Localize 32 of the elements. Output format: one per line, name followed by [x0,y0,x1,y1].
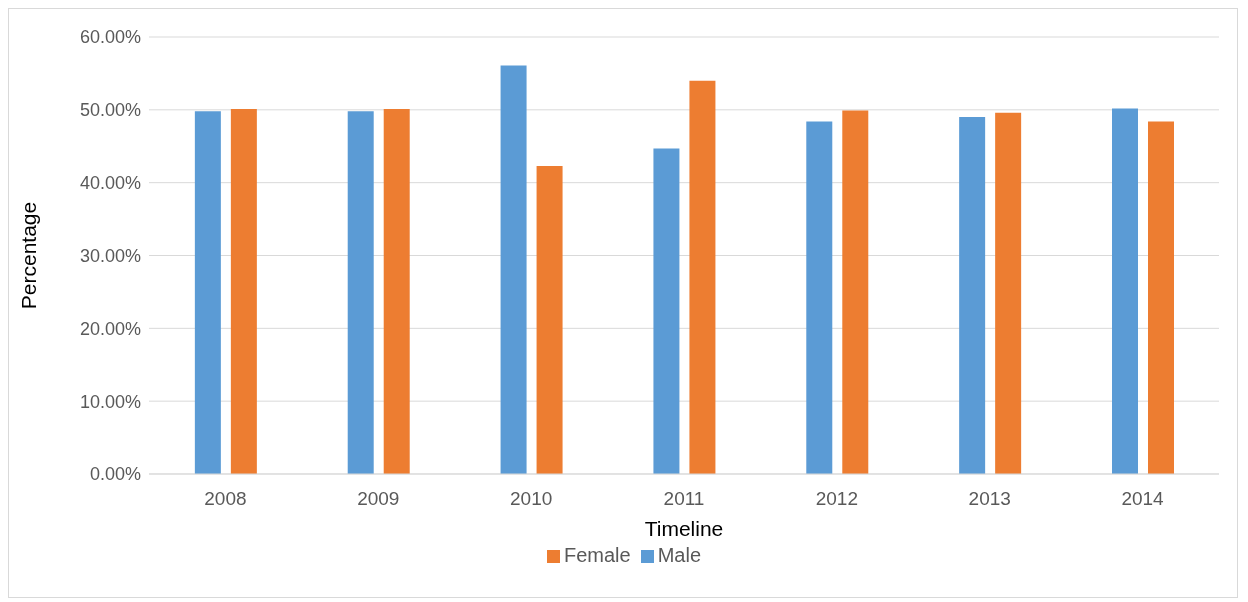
x-tick-label: 2012 [815,488,858,510]
x-tick-label: 2011 [663,488,705,510]
y-tick-label: 0.00% [89,464,141,485]
x-tick-label: 2008 [204,488,247,510]
bar [959,117,986,474]
y-tick-label: 60.00% [79,27,141,48]
bar [347,111,374,474]
bar [689,80,716,474]
bar [383,109,410,474]
bar [230,109,257,474]
x-tick-label: 2013 [968,488,1011,510]
x-tick-label: 2010 [510,488,553,510]
bar [500,65,527,474]
x-tick-label: 2009 [357,488,400,510]
y-tick-label: 10.00% [79,391,141,412]
bar [194,111,221,474]
bar [842,110,869,474]
y-axis-title: Percentage [17,201,41,310]
legend-label: Male [657,544,702,566]
y-tick-label: 40.00% [79,173,141,194]
y-tick-label: 20.00% [79,318,141,339]
bar [995,112,1022,474]
y-tick-label: 50.00% [79,100,141,121]
bar [806,121,833,474]
x-axis-title: Timeline [644,517,724,540]
bar [653,148,680,474]
bar [536,165,563,474]
x-tick-label: 2014 [1121,488,1165,510]
bar [1148,121,1174,474]
bar [1112,108,1138,474]
y-tick-label: 30.00% [79,245,141,266]
legend-label: Female [563,544,631,566]
